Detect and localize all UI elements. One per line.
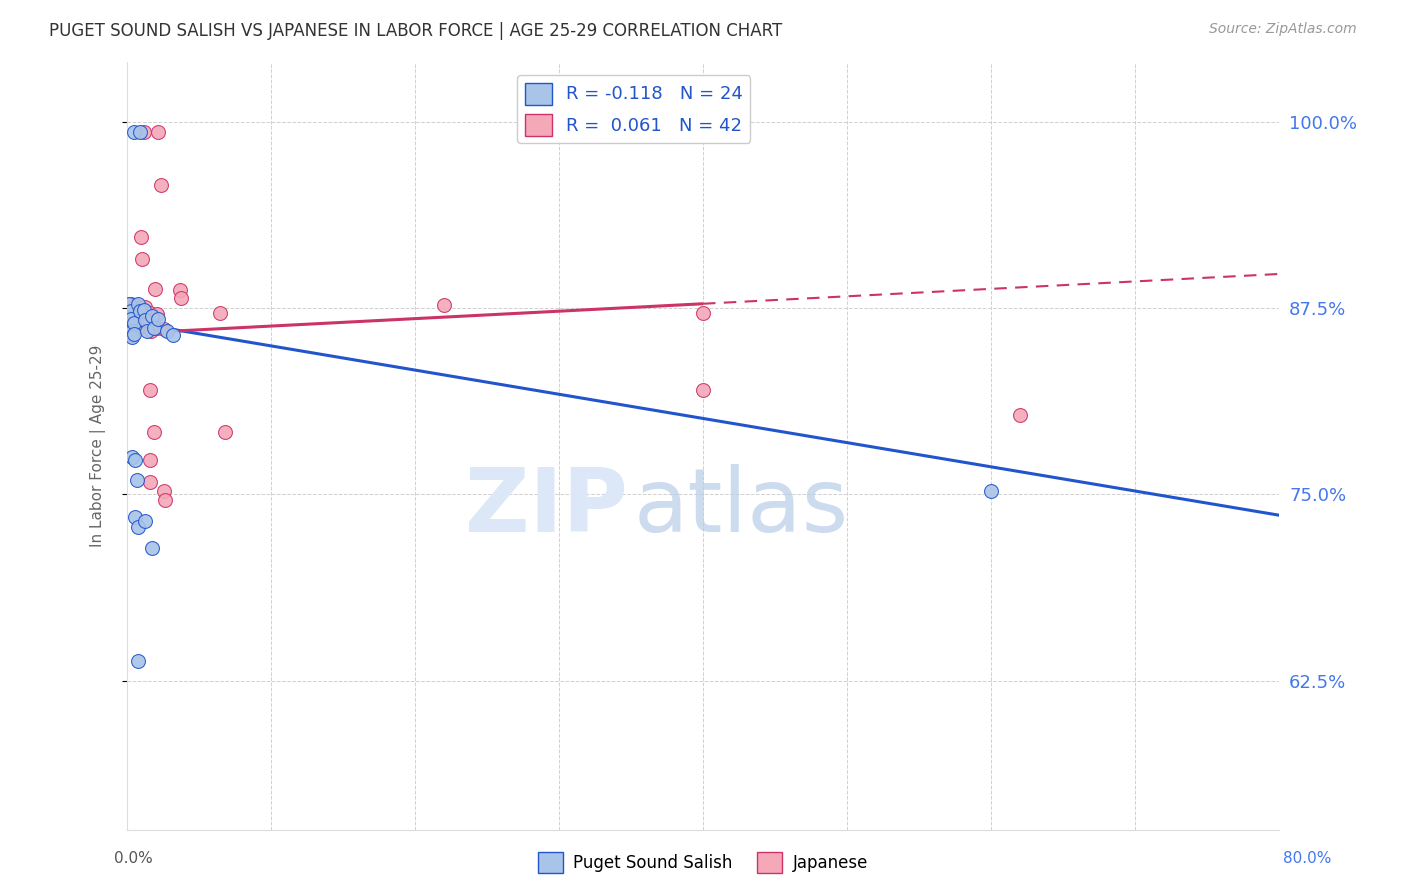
Point: [138, 475, 160, 490]
Point: [138, 453, 160, 467]
Point: [148, 311, 170, 326]
Point: [127, 654, 149, 668]
Point: [124, 453, 146, 467]
Text: atlas: atlas: [634, 464, 849, 551]
Point: [134, 514, 156, 528]
Point: [122, 125, 145, 139]
Point: [145, 282, 166, 296]
Point: [121, 329, 143, 343]
Point: [135, 316, 157, 330]
Legend: R = -0.118   N = 24, R =  0.061   N = 42: R = -0.118 N = 24, R = 0.061 N = 42: [517, 75, 751, 143]
Point: [692, 383, 714, 397]
Point: [148, 125, 170, 139]
Point: [980, 484, 1002, 499]
Point: [155, 493, 177, 508]
Point: [132, 302, 155, 317]
Point: [433, 298, 456, 312]
Point: [146, 307, 169, 321]
Point: [153, 484, 176, 499]
Point: [121, 324, 143, 338]
Point: [121, 313, 143, 327]
Point: [1010, 409, 1032, 423]
Point: [692, 306, 714, 320]
Point: [134, 309, 156, 323]
Point: [169, 283, 191, 297]
Point: [142, 320, 165, 334]
Point: [129, 300, 152, 314]
Text: Source: ZipAtlas.com: Source: ZipAtlas.com: [1209, 22, 1357, 37]
Point: [125, 306, 148, 320]
Point: [124, 298, 146, 312]
Point: [122, 326, 145, 341]
Point: [138, 306, 160, 320]
Point: [131, 309, 153, 323]
Point: [135, 324, 157, 338]
Text: 0.0%: 0.0%: [114, 851, 153, 865]
Point: [142, 425, 165, 439]
Point: [156, 324, 179, 338]
Point: [122, 316, 145, 330]
Text: 80.0%: 80.0%: [1284, 851, 1331, 865]
Point: [127, 297, 149, 311]
Legend: Puget Sound Salish, Japanese: Puget Sound Salish, Japanese: [531, 846, 875, 880]
Point: [127, 520, 149, 534]
Point: [153, 322, 176, 336]
Point: [209, 306, 232, 320]
Point: [120, 297, 142, 311]
Point: [124, 509, 146, 524]
Point: [141, 541, 163, 555]
Point: [118, 297, 141, 311]
Point: [332, 847, 354, 862]
Y-axis label: In Labor Force | Age 25-29: In Labor Force | Age 25-29: [90, 345, 105, 547]
Point: [146, 320, 169, 334]
Point: [128, 125, 150, 139]
Point: [131, 252, 153, 266]
Point: [134, 313, 156, 327]
Point: [121, 450, 143, 465]
Point: [132, 125, 155, 139]
Point: [120, 304, 142, 318]
Point: [139, 324, 162, 338]
Point: [141, 309, 163, 323]
Point: [125, 320, 148, 334]
Point: [162, 328, 184, 343]
Point: [150, 178, 173, 192]
Point: [120, 311, 142, 326]
Text: PUGET SOUND SALISH VS JAPANESE IN LABOR FORCE | AGE 25-29 CORRELATION CHART: PUGET SOUND SALISH VS JAPANESE IN LABOR …: [49, 22, 783, 40]
Point: [128, 304, 150, 318]
Point: [214, 425, 236, 439]
Point: [125, 473, 148, 487]
Point: [134, 300, 156, 314]
Point: [170, 291, 193, 305]
Point: [121, 328, 143, 343]
Text: ZIP: ZIP: [465, 464, 628, 551]
Point: [129, 229, 152, 244]
Point: [138, 383, 160, 397]
Point: [138, 315, 160, 329]
Point: [120, 304, 142, 318]
